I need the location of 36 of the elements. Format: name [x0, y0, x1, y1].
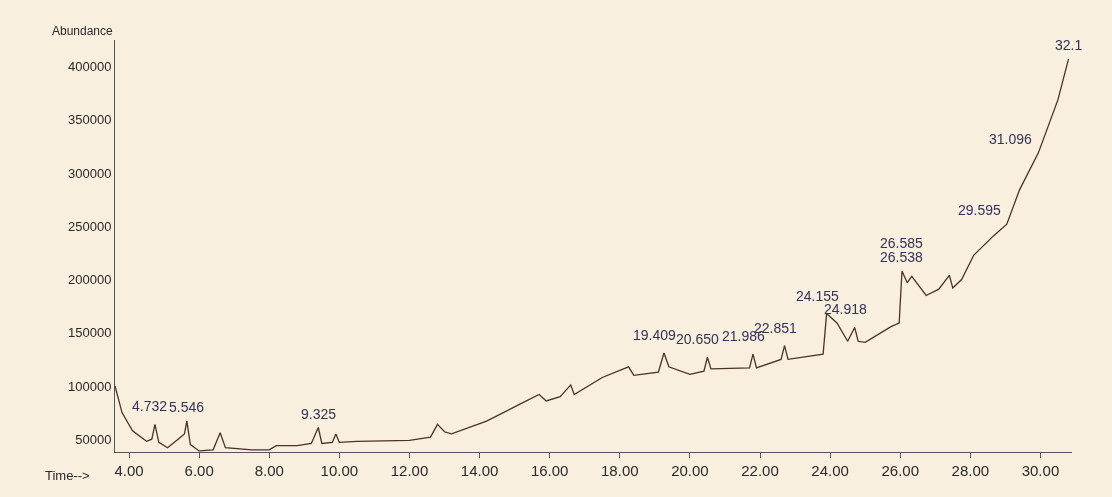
annotation: 26.538: [880, 249, 924, 265]
x-tick-label: 8.00: [254, 462, 284, 479]
x-tick-label: 18.00: [601, 462, 639, 479]
y-tick-label: 400000: [68, 59, 112, 75]
annotation: 31.096: [989, 131, 1033, 147]
x-tick-label: 22.00: [741, 462, 779, 479]
y-tick-label: 50000: [75, 431, 112, 447]
y-tick-label: 250000: [68, 218, 112, 234]
annotation: 19.409: [633, 327, 677, 343]
annotation: 5.546: [169, 399, 205, 415]
x-tick-label: 30.00: [1021, 462, 1060, 479]
y-axis-title: Abundance: [52, 24, 114, 38]
x-tick-label: 28.00: [951, 462, 990, 479]
y-tick-label: 150000: [68, 325, 112, 341]
annotation: 29.595: [958, 202, 1002, 218]
annotation: 32.1: [1055, 37, 1083, 53]
x-tick-label: 4.00: [114, 462, 144, 479]
x-tick-label: 26.00: [881, 462, 919, 479]
x-tick-label: 16.00: [530, 462, 569, 479]
x-tick-label: 24.00: [811, 462, 849, 479]
x-tick-label: 12.00: [390, 462, 429, 479]
annotation: 24.918: [824, 301, 868, 317]
y-tick-label: 350000: [68, 112, 112, 128]
annotation: 26.585: [880, 235, 924, 251]
y-tick-label: 200000: [68, 272, 112, 288]
x-axis-title: Time-->: [45, 468, 90, 483]
x-tick-label: 14.00: [460, 462, 499, 479]
x-tick-label: 10.00: [320, 462, 359, 479]
y-tick-label: 300000: [68, 165, 112, 181]
annotation: 4.732: [132, 398, 168, 414]
x-tick-label: 6.00: [184, 462, 214, 479]
annotation: 24.155: [796, 288, 840, 304]
x-tick-label: 20.00: [671, 462, 709, 479]
annotation: 9.325: [301, 406, 337, 422]
annotation: 20.650: [676, 331, 720, 347]
y-tick-label: 100000: [68, 378, 112, 394]
